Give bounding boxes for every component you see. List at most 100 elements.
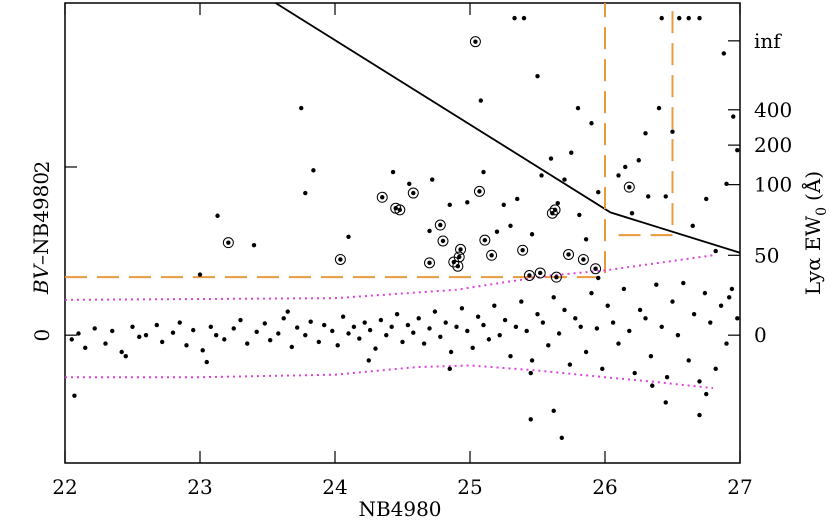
data-point bbox=[704, 391, 709, 397]
x-tick-label: 27 bbox=[727, 475, 752, 499]
data-point bbox=[697, 412, 702, 418]
data-point bbox=[421, 341, 427, 346]
data-point bbox=[664, 375, 670, 380]
data-point bbox=[648, 353, 654, 359]
data-point bbox=[119, 349, 124, 355]
data-point bbox=[459, 306, 465, 311]
y-axis-label-rest: –NB4980 bbox=[29, 172, 53, 265]
data-point bbox=[458, 247, 463, 252]
candidate-ring bbox=[434, 219, 446, 231]
data-point bbox=[643, 131, 648, 136]
data-point bbox=[589, 121, 594, 126]
data-point bbox=[670, 299, 675, 304]
data-point bbox=[527, 273, 532, 278]
data-point bbox=[600, 366, 605, 372]
data-point bbox=[501, 202, 506, 208]
data-point bbox=[473, 39, 478, 44]
y-tick-label: 0 bbox=[30, 329, 54, 342]
data-point bbox=[535, 73, 540, 79]
candidate-ring bbox=[407, 187, 419, 199]
data-point bbox=[659, 324, 664, 329]
data-point bbox=[281, 316, 286, 321]
data-point bbox=[623, 164, 628, 170]
candidate-ring bbox=[437, 235, 449, 247]
data-point bbox=[438, 222, 443, 228]
data-point bbox=[197, 272, 203, 277]
data-point bbox=[529, 358, 535, 363]
data-point bbox=[616, 173, 621, 178]
data-point bbox=[656, 105, 662, 111]
data-point bbox=[154, 322, 159, 328]
data-point bbox=[713, 248, 718, 254]
data-point bbox=[697, 379, 702, 384]
data-point bbox=[735, 316, 740, 321]
data-point bbox=[357, 336, 362, 341]
data-point bbox=[184, 343, 189, 348]
data-point bbox=[400, 339, 405, 345]
data-point bbox=[555, 200, 560, 206]
data-point bbox=[440, 238, 446, 244]
data-point bbox=[276, 331, 281, 336]
data-point bbox=[589, 290, 594, 296]
candidate-ring bbox=[453, 251, 465, 263]
candidate-ring bbox=[394, 204, 406, 216]
data-point bbox=[340, 314, 346, 319]
data-point bbox=[245, 341, 250, 346]
data-point bbox=[378, 317, 384, 323]
data-point bbox=[512, 15, 517, 21]
data-point bbox=[724, 341, 729, 346]
line-dashed bbox=[618, 3, 674, 237]
data-point bbox=[208, 324, 213, 329]
data-point bbox=[562, 177, 567, 182]
data-point bbox=[285, 309, 290, 314]
data-point bbox=[384, 332, 389, 338]
data-point bbox=[367, 327, 373, 333]
data-point bbox=[254, 329, 259, 335]
x-tick-label: 24 bbox=[322, 475, 347, 499]
data-point bbox=[729, 286, 735, 292]
data-point bbox=[521, 15, 527, 21]
data-point bbox=[583, 349, 589, 355]
data-point bbox=[508, 353, 513, 359]
data-point bbox=[299, 105, 304, 111]
y2-tick-label: inf bbox=[754, 29, 782, 53]
candidate-ring bbox=[469, 36, 481, 48]
candidate-ring bbox=[334, 253, 346, 265]
data-point bbox=[351, 324, 357, 329]
data-point bbox=[596, 275, 601, 281]
data-point bbox=[470, 345, 475, 350]
data-point bbox=[191, 327, 196, 333]
data-point bbox=[627, 328, 632, 334]
data-point bbox=[427, 228, 432, 234]
data-point bbox=[251, 242, 257, 248]
y2-tick-label: 0 bbox=[754, 323, 767, 347]
data-point bbox=[486, 337, 492, 342]
data-point bbox=[226, 240, 231, 245]
data-point bbox=[373, 346, 378, 351]
data-point bbox=[427, 326, 432, 331]
data-point bbox=[447, 366, 452, 372]
data-point bbox=[578, 324, 583, 329]
candidate-ring bbox=[577, 253, 589, 265]
y-axis-label-italic: BV bbox=[29, 262, 53, 295]
data-point bbox=[629, 211, 635, 216]
data-point bbox=[520, 248, 525, 253]
data-point bbox=[295, 325, 300, 330]
data-point bbox=[407, 181, 412, 187]
candidate-ring bbox=[473, 185, 485, 197]
y2-tick-label: 400 bbox=[754, 98, 792, 122]
data-point bbox=[508, 223, 513, 229]
data-point bbox=[554, 274, 559, 280]
data-point bbox=[170, 330, 176, 335]
y2-tick-label: 200 bbox=[754, 133, 792, 157]
candidate-ring bbox=[563, 248, 575, 260]
data-point bbox=[448, 349, 454, 355]
data-point bbox=[477, 189, 482, 194]
data-point bbox=[103, 341, 108, 346]
plot-frame bbox=[64, 2, 741, 464]
data-point bbox=[659, 15, 664, 21]
y2-axis-label-text: Lyα EW bbox=[801, 215, 825, 295]
data-point bbox=[675, 332, 681, 338]
data-point bbox=[316, 339, 321, 345]
x-tick-label: 22 bbox=[52, 475, 77, 499]
